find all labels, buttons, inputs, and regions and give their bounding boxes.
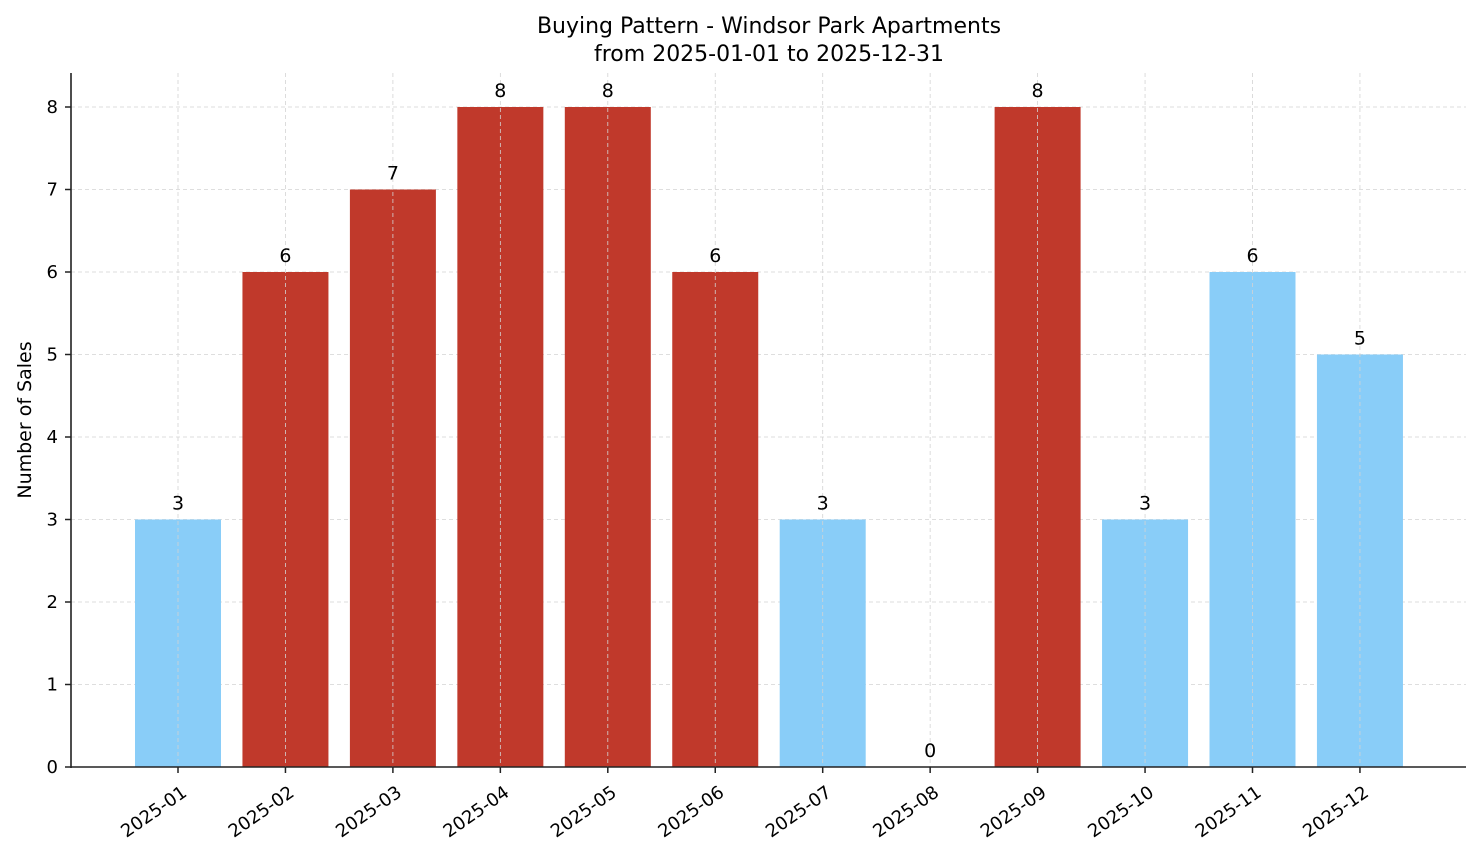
x-tick-label: 2025-09 <box>977 782 1051 842</box>
bar-value-label: 6 <box>279 245 291 267</box>
bar-value-label: 3 <box>1139 493 1151 515</box>
y-tick-label: 7 <box>47 180 58 201</box>
y-tick-label: 4 <box>47 427 58 448</box>
y-tick-label: 8 <box>47 97 58 118</box>
x-tick-label: 2025-10 <box>1084 782 1158 842</box>
x-tick-label: 2025-04 <box>440 782 514 842</box>
y-tick-label: 3 <box>47 510 58 531</box>
x-tick-label: 2025-11 <box>1192 782 1266 842</box>
x-tick-label: 2025-07 <box>762 782 836 842</box>
x-tick-label: 2025-03 <box>332 782 406 842</box>
bar-value-label: 5 <box>1354 328 1366 350</box>
y-tick-label: 0 <box>47 757 58 778</box>
chart-subtitle: from 2025-01-01 to 2025-12-31 <box>594 42 944 67</box>
x-tick-label: 2025-02 <box>225 782 299 842</box>
y-tick-label: 1 <box>47 675 58 696</box>
chart-title: Buying Pattern - Windsor Park Apartments <box>537 14 1001 39</box>
bar-value-label: 0 <box>924 740 936 762</box>
bar-value-label: 6 <box>709 245 721 267</box>
y-tick-label: 2 <box>47 592 58 613</box>
y-tick-label: 6 <box>47 262 58 283</box>
data-labels: 3 6 7 8 8 6 3 0 8 3 6 5 <box>172 73 1366 767</box>
bar-value-label: 3 <box>172 493 184 515</box>
bars <box>135 107 1403 767</box>
bar-value-label: 8 <box>1032 80 1044 102</box>
bar-value-label: 3 <box>817 493 829 515</box>
x-tick-label: 2025-05 <box>547 782 621 842</box>
y-tick-labels: 0 1 2 3 4 5 6 7 8 <box>47 97 58 778</box>
bar-value-label: 6 <box>1246 245 1258 267</box>
x-tick-label: 2025-12 <box>1299 782 1373 842</box>
x-tick-label: 2025-01 <box>117 782 191 842</box>
bar-value-label: 7 <box>387 163 399 185</box>
bar-value-label: 8 <box>602 80 614 102</box>
y-axis-label: Number of Sales <box>14 341 36 498</box>
bar-value-label: 8 <box>494 80 506 102</box>
x-tick-labels: 2025-01 2025-02 2025-03 2025-04 2025-05 2025-… <box>117 782 1373 842</box>
axes <box>65 73 1466 773</box>
x-tick-label: 2025-08 <box>869 782 943 842</box>
y-tick-label: 5 <box>47 345 58 366</box>
x-tick-label: 2025-06 <box>654 782 728 842</box>
